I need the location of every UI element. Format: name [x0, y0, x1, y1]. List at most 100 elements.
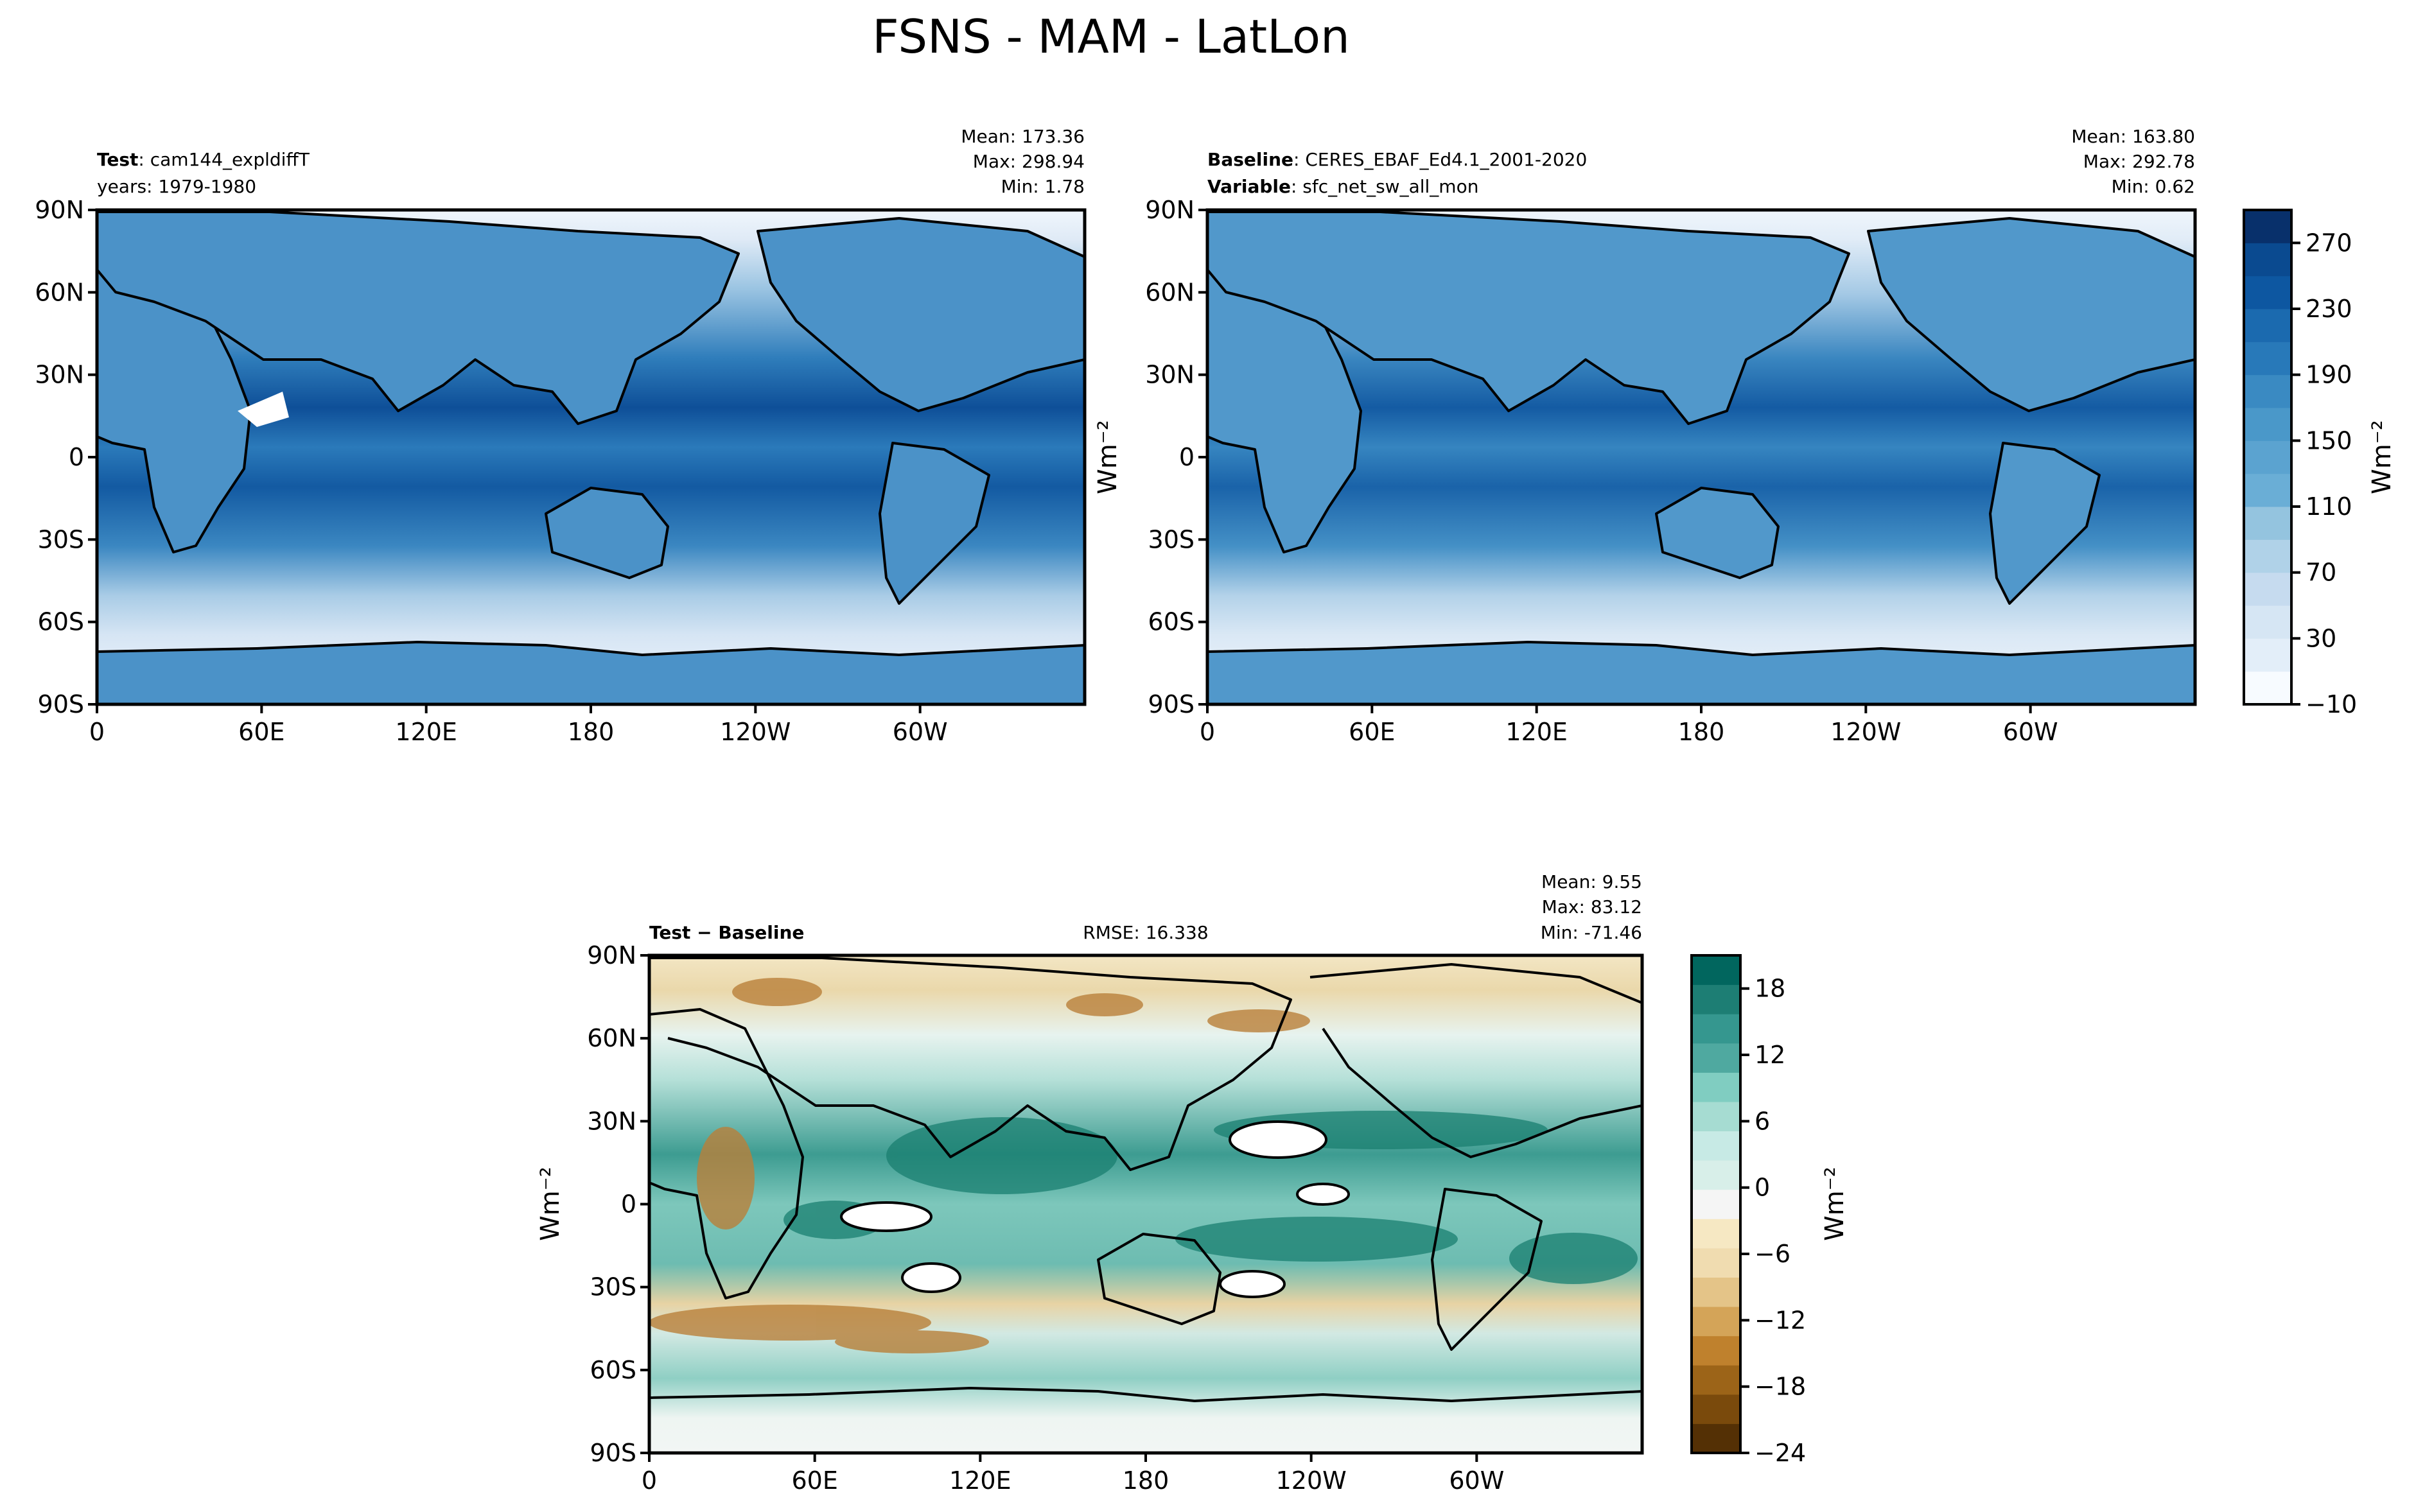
colorbar-segment [1692, 1131, 1740, 1161]
baseline-ylabel: Wm⁻² [1093, 420, 1123, 494]
diff-neg-patch-5 [649, 1305, 931, 1341]
colorbar-segment [1692, 955, 1740, 986]
variable-name: : sfc_net_sw_all_mon [1291, 176, 1478, 197]
y-tick-label: 60S [590, 1356, 636, 1384]
diff-outline-namerica [1309, 963, 1642, 1158]
diff-pos-patch-1 [886, 1117, 1117, 1194]
baseline-label: Baseline [1207, 149, 1293, 170]
x-tick-label: 180 [1678, 718, 1725, 746]
test-panel: Test: cam144_expldiffT years: 1979-1980 … [35, 126, 1087, 746]
y-tick-label: 60N [35, 278, 84, 306]
test-arabia-blank [238, 392, 289, 427]
baseline-land-namerica [1867, 217, 2195, 412]
x-tick-label: 60E [1349, 718, 1395, 746]
colorbar-segment [2244, 309, 2291, 342]
baseline-name: : CERES_EBAF_Ed4.1_2001-2020 [1293, 149, 1587, 170]
colorbar-tick-label: −12 [1755, 1306, 1806, 1334]
colorbar-segment [1692, 1101, 1740, 1132]
diff-map [649, 955, 1642, 1453]
test-land-australia [545, 487, 669, 579]
diff-neg-patch-3 [1207, 1009, 1310, 1032]
colorbar-segment [2244, 210, 2291, 243]
colorbar-segment [1692, 1160, 1740, 1190]
baseline-x-axis: 0 60E 120E 180 120W 60W [1200, 704, 2058, 746]
diff-white-patch-5 [901, 1262, 961, 1293]
diff-max: Max: 83.12 [1542, 896, 1642, 917]
colorbar-frame [1690, 954, 1742, 1454]
y-tick-label: 90S [1148, 690, 1195, 718]
test-land-eurasia [97, 211, 740, 425]
diff-title: Test − Baseline [649, 922, 804, 943]
colorbar-segment [2244, 342, 2291, 376]
x-tick-label: 120W [1276, 1466, 1347, 1495]
colorbar-tick-label: −6 [1755, 1240, 1790, 1268]
x-tick-label: 60E [791, 1466, 837, 1495]
colorbar-segment [1692, 1219, 1740, 1249]
diff-mean: Mean: 9.55 [1541, 871, 1642, 892]
y-tick-label: 0 [1179, 443, 1195, 471]
colorbar-tick-label: 0 [1755, 1174, 1770, 1202]
y-tick-label: 90N [587, 941, 636, 969]
colorbar-segment [1692, 1394, 1740, 1424]
baseline-header-line1: Baseline: CERES_EBAF_Ed4.1_2001-2020 [1207, 149, 1587, 170]
diff-pos-patch-3 [1175, 1217, 1458, 1262]
y-tick-label: 30S [38, 525, 84, 553]
colorbar-segment [1692, 1043, 1740, 1073]
colorbar-tick-label: 6 [1755, 1107, 1770, 1135]
test-name: : cam144_expldiffT [138, 149, 310, 170]
x-tick-label: 120E [949, 1466, 1011, 1495]
y-tick-label: 60N [587, 1024, 636, 1052]
x-tick-label: 120W [720, 718, 791, 746]
colorbar-tick-label: 70 [2306, 559, 2336, 587]
y-tick-label: 0 [69, 443, 84, 471]
diff-outline-antarctica [649, 1387, 1642, 1402]
test-years: years: 1979-1980 [97, 176, 256, 197]
colorbar-blues-label: Wm⁻² [2367, 420, 2397, 494]
figure-title: FSNS - MAM - LatLon [872, 10, 1349, 64]
colorbar-tick-label: 190 [2306, 361, 2352, 389]
diff-pos-patch-4 [1509, 1233, 1638, 1284]
diff-outline-australia [1097, 1233, 1221, 1325]
colorbar-frame [2243, 209, 2293, 706]
colorbar-segment [1692, 1277, 1740, 1307]
test-mean: Mean: 173.36 [961, 126, 1085, 147]
diff-outline-africa [649, 1008, 804, 1299]
diff-y-axis: 90N 60N 30N 0 30S 60S 90S [587, 941, 649, 1467]
colorbar-tick-label: −24 [1755, 1439, 1806, 1467]
colorbar-segment [2244, 638, 2291, 672]
test-header-line1: Test: cam144_expldiffT [97, 149, 310, 170]
baseline-max: Max: 292.78 [2083, 151, 2195, 172]
baseline-panel: Baseline: CERES_EBAF_Ed4.1_2001-2020 Var… [1145, 126, 2197, 746]
colorbar-segment [2244, 408, 2291, 441]
y-tick-label: 60S [1148, 608, 1195, 636]
x-tick-label: 0 [89, 718, 105, 746]
x-tick-label: 120W [1830, 718, 1901, 746]
colorbar-segment [2244, 440, 2291, 474]
test-map [97, 210, 1085, 704]
diff-neg-patch-6 [835, 1330, 989, 1353]
y-tick-label: 90N [1145, 196, 1195, 224]
colorbar-blues: 270 230 190 150 110 70 30 −10 [2243, 209, 2357, 718]
variable-label: Variable [1207, 176, 1291, 197]
x-tick-label: 180 [568, 718, 615, 746]
colorbar-tick-label: 110 [2306, 492, 2352, 521]
difference-panel: Test − Baseline RMSE: 16.338 Mean: 9.55 … [536, 871, 1644, 1495]
diff-white-patch-2 [840, 1201, 932, 1232]
colorbar-tick-label: −18 [1755, 1373, 1806, 1401]
diff-min: Min: -71.46 [1541, 922, 1642, 943]
y-tick-label: 30N [1145, 361, 1195, 389]
test-max: Max: 298.94 [973, 151, 1085, 172]
y-tick-label: 60S [38, 608, 84, 636]
y-tick-label: 30S [590, 1273, 636, 1301]
colorbar-brbg-label: Wm⁻² [1820, 1167, 1850, 1241]
diff-neg-patch-1 [732, 978, 822, 1006]
colorbar-segment [1692, 1307, 1740, 1337]
colorbar-tick-label: 270 [2306, 229, 2352, 257]
colorbar-segment [2244, 374, 2291, 408]
x-tick-label: 60W [2003, 718, 2058, 746]
colorbar-segment [2244, 539, 2291, 573]
colorbar-segment [1692, 1423, 1740, 1454]
diff-rmse: RMSE: 16.338 [1083, 922, 1208, 943]
y-tick-label: 90N [35, 196, 84, 224]
